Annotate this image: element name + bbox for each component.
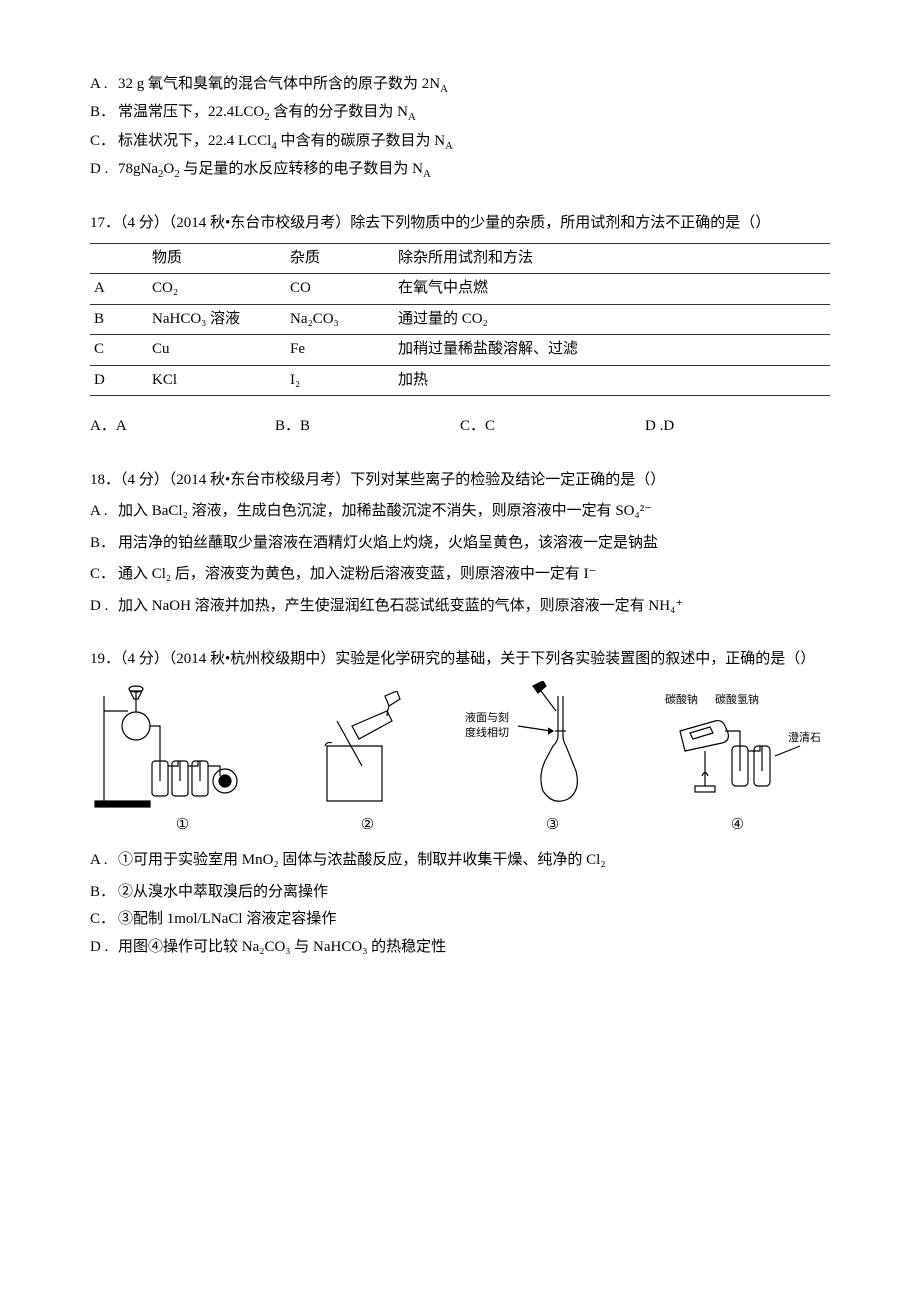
cell: 加稍过量稀盐酸溶解、过滤 <box>394 335 830 366</box>
q17-table: 物质 杂质 除杂所用试剂和方法 A CO₂ CO 在氧气中点燃 B NaHCO₃… <box>90 243 830 397</box>
q19: 19．（4 分）（2014 秋•杭州校级期中）实验是化学研究的基础，关于下列各实… <box>90 647 830 960</box>
q18-stem: 18．（4 分）（2014 秋•东台市校级月考）下列对某些离子的检验及结论一定正… <box>90 468 830 494</box>
option-label: D . <box>90 935 118 961</box>
q19-figures: 液面与刻 度线相切 <box>90 681 830 811</box>
cell: CO <box>286 274 394 305</box>
option-text: 78gNa2O2 与足量的水反应转移的电子数目为 NA <box>118 157 830 183</box>
option-label: A . <box>90 848 118 874</box>
q17-choices: A．A B．B C．C D .D <box>90 414 830 440</box>
option-d: D . 78gNa2O2 与足量的水反应转移的电子数目为 NA <box>90 157 830 183</box>
table-row: B NaHCO₃ 溶液 Na₂CO₃ 通过量的 CO₂ <box>90 304 830 335</box>
option-c: C． ③配制 1mol/LNaCl 溶液定容操作 <box>90 907 830 933</box>
option-label: B． <box>90 531 118 557</box>
figure-labels: ① ② ③ ④ <box>90 813 830 839</box>
th: 除杂所用试剂和方法 <box>394 243 830 274</box>
cell: 在氧气中点燃 <box>394 274 830 305</box>
figure-1 <box>90 681 250 811</box>
option-b: B． 用洁净的铂丝蘸取少量溶液在酒精灯火焰上灼烧，火焰呈黄色，该溶液一定是钠盐 <box>90 531 830 557</box>
option-text: 加入 BaCl₂ 溶液，生成白色沉淀，加稀盐酸沉淀不消失，则原溶液中一定有 SO… <box>118 499 830 525</box>
cell: I₂ <box>286 365 394 396</box>
option-text: 用图④操作可比较 Na₂CO₃ 与 NaHCO₃ 的热稳定性 <box>118 935 830 961</box>
cell: KCl <box>148 365 286 396</box>
fig-label-3: ③ <box>460 813 645 839</box>
choice-b: B．B <box>275 414 460 440</box>
option-text: 常温常压下，22.4LCO2 含有的分子数目为 NA <box>118 100 830 126</box>
cell: 通过量的 CO₂ <box>394 304 830 335</box>
cell: NaHCO₃ 溶液 <box>148 304 286 335</box>
table-row: A CO₂ CO 在氧气中点燃 <box>90 274 830 305</box>
option-label: C． <box>90 907 118 933</box>
cell: CO₂ <box>148 274 286 305</box>
apparatus-1-icon <box>90 681 250 811</box>
fig4-annot1: 碳酸钠 <box>665 692 698 706</box>
fig3-annot1: 液面与刻 <box>465 710 509 724</box>
cell: B <box>90 304 148 335</box>
cell: Cu <box>148 335 286 366</box>
option-label: B． <box>90 880 118 906</box>
option-label: D . <box>90 157 118 183</box>
option-b: B． ②从溴水中萃取溴后的分离操作 <box>90 880 830 906</box>
option-text: 通入 Cl₂ 后，溶液变为黄色，加入淀粉后溶液变蓝，则原溶液中一定有 I⁻ <box>118 562 830 588</box>
figure-2 <box>297 691 417 811</box>
figure-3: 液面与刻 度线相切 <box>463 681 613 811</box>
th: 物质 <box>148 243 286 274</box>
option-text: ③配制 1mol/LNaCl 溶液定容操作 <box>118 907 830 933</box>
q17: 17．（4 分）（2014 秋•东台市校级月考）除去下列物质中的少量的杂质，所用… <box>90 211 830 440</box>
choice-d: D .D <box>645 414 830 440</box>
apparatus-2-icon <box>297 691 417 811</box>
option-d: D . 用图④操作可比较 Na₂CO₃ 与 NaHCO₃ 的热稳定性 <box>90 935 830 961</box>
option-text: ①可用于实验室用 MnO₂ 固体与浓盐酸反应，制取并收集干燥、纯净的 Cl₂ <box>118 848 830 874</box>
table-row: D KCl I₂ 加热 <box>90 365 830 396</box>
option-label: D . <box>90 594 118 620</box>
q17-stem: 17．（4 分）（2014 秋•东台市校级月考）除去下列物质中的少量的杂质，所用… <box>90 211 830 237</box>
option-d: D . 加入 NaOH 溶液并加热，产生使湿润红色石蕊试纸变蓝的气体，则原溶液一… <box>90 594 830 620</box>
option-text: 32 g 氧气和臭氧的混合气体中所含的原子数为 2NA <box>118 72 830 98</box>
option-text: 标准状况下，22.4 LCCl4 中含有的碳原子数目为 NA <box>118 129 830 155</box>
option-c: C． 通入 Cl₂ 后，溶液变为黄色，加入淀粉后溶液变蓝，则原溶液中一定有 I⁻ <box>90 562 830 588</box>
option-label: A . <box>90 72 118 98</box>
figure-4: 碳酸钠 碳酸氢钠 澄清石 <box>660 691 830 811</box>
fig-label-4: ④ <box>645 813 830 839</box>
th: 杂质 <box>286 243 394 274</box>
apparatus-4-icon: 碳酸钠 碳酸氢钠 澄清石 <box>660 691 830 811</box>
fig3-annot2: 度线相切 <box>465 725 509 739</box>
fig4-annot2: 碳酸氢钠 <box>715 692 759 706</box>
cell: D <box>90 365 148 396</box>
fig-label-1: ① <box>90 813 275 839</box>
th <box>90 243 148 274</box>
fig4-annot3: 澄清石 <box>788 730 821 744</box>
table-row: C Cu Fe 加稍过量稀盐酸溶解、过滤 <box>90 335 830 366</box>
q16-options: A . 32 g 氧气和臭氧的混合气体中所含的原子数为 2NA B． 常温常压下… <box>90 72 830 183</box>
choice-c: C．C <box>460 414 645 440</box>
choice-a: A．A <box>90 414 275 440</box>
option-label: B． <box>90 100 118 126</box>
cell: A <box>90 274 148 305</box>
fig-label-2: ② <box>275 813 460 839</box>
option-text: 用洁净的铂丝蘸取少量溶液在酒精灯火焰上灼烧，火焰呈黄色，该溶液一定是钠盐 <box>118 531 830 557</box>
option-a: A . ①可用于实验室用 MnO₂ 固体与浓盐酸反应，制取并收集干燥、纯净的 C… <box>90 848 830 874</box>
cell: C <box>90 335 148 366</box>
q19-stem: 19．（4 分）（2014 秋•杭州校级期中）实验是化学研究的基础，关于下列各实… <box>90 647 830 673</box>
table-header-row: 物质 杂质 除杂所用试剂和方法 <box>90 243 830 274</box>
q18: 18．（4 分）（2014 秋•东台市校级月考）下列对某些离子的检验及结论一定正… <box>90 468 830 620</box>
cell: Na₂CO₃ <box>286 304 394 335</box>
option-b: B． 常温常压下，22.4LCO2 含有的分子数目为 NA <box>90 100 830 126</box>
option-a: A . 加入 BaCl₂ 溶液，生成白色沉淀，加稀盐酸沉淀不消失，则原溶液中一定… <box>90 499 830 525</box>
cell: 加热 <box>394 365 830 396</box>
option-label: C． <box>90 129 118 155</box>
cell: Fe <box>286 335 394 366</box>
option-c: C． 标准状况下，22.4 LCCl4 中含有的碳原子数目为 NA <box>90 129 830 155</box>
apparatus-3-icon: 液面与刻 度线相切 <box>463 681 613 811</box>
option-a: A . 32 g 氧气和臭氧的混合气体中所含的原子数为 2NA <box>90 72 830 98</box>
option-text: ②从溴水中萃取溴后的分离操作 <box>118 880 830 906</box>
option-label: C． <box>90 562 118 588</box>
option-label: A . <box>90 499 118 525</box>
option-text: 加入 NaOH 溶液并加热，产生使湿润红色石蕊试纸变蓝的气体，则原溶液一定有 N… <box>118 594 830 620</box>
